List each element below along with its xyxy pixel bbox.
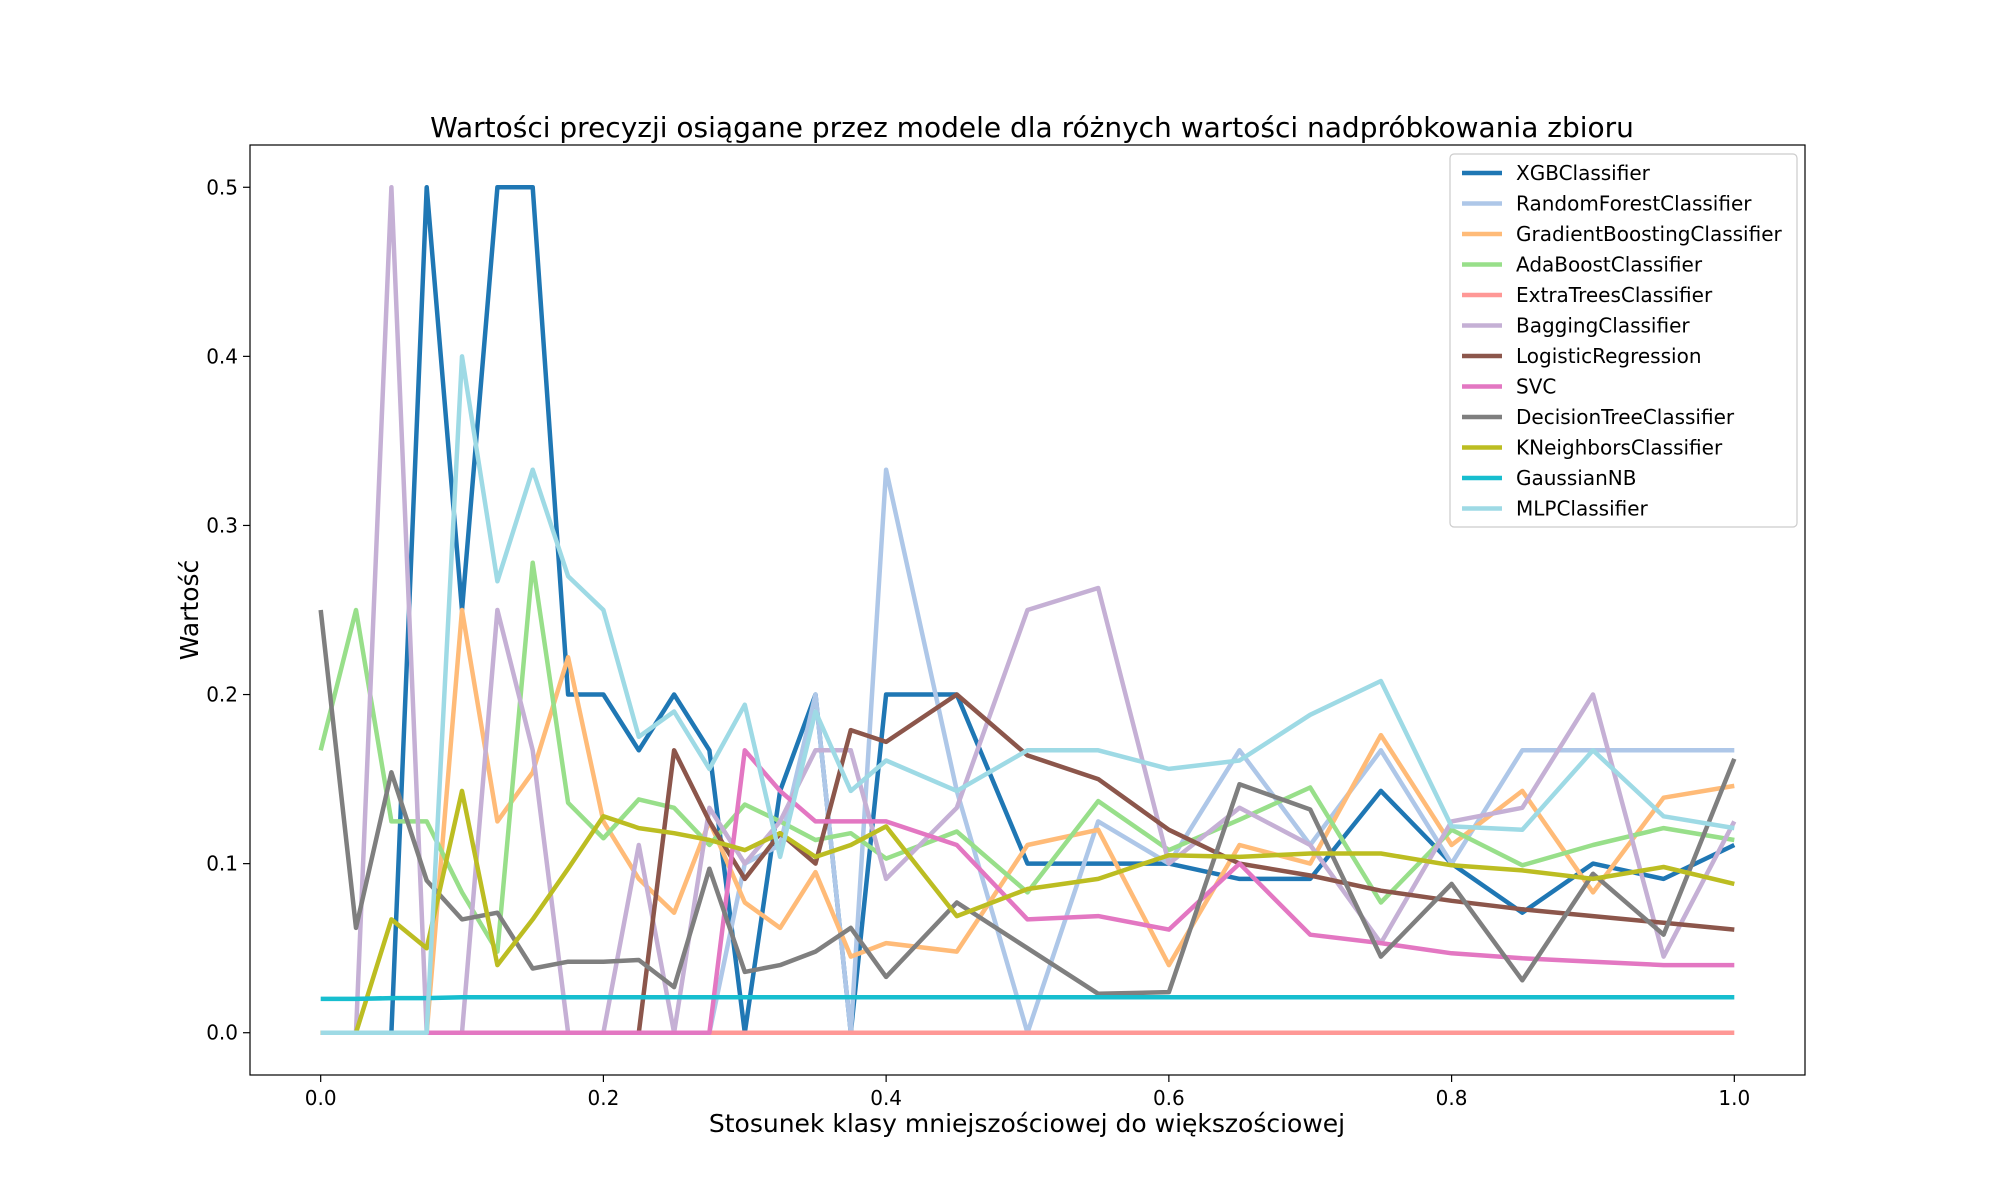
y-tick-label: 0.2 [206,683,238,707]
legend-label: BaggingClassifier [1516,314,1690,338]
y-axis: 0.0 0.1 0.2 0.3 0.4 0.5 [206,175,250,1045]
series-line-gaussiannb [320,994,1735,1002]
legend-entry: GradientBoostingClassifier [1462,222,1783,246]
legend-label: KNeighborsClassifier [1516,436,1723,460]
y-tick-label: 0.4 [206,344,238,368]
legend-label: GaussianNB [1516,466,1636,490]
x-axis: 0.0 0.2 0.4 0.6 0.8 1.0 [305,1075,1750,1110]
legend-label: LogisticRegression [1516,344,1702,368]
x-axis-label: Stosunek klasy mniejszościowej do większ… [709,1109,1345,1138]
legend-entry: BaggingClassifier [1462,314,1690,338]
legend-label: MLPClassifier [1516,497,1649,521]
legend-entry: LogisticRegression [1462,344,1702,368]
legend-label: AdaBoostClassifier [1516,253,1703,277]
series-line-svc [320,748,1735,1035]
legend-entry: XGBClassifier [1462,161,1651,185]
y-tick-label: 0.0 [206,1021,238,1045]
legend-label: GradientBoostingClassifier [1516,222,1783,246]
x-tick-label: 0.2 [588,1086,620,1110]
x-tick-label: 0.8 [1436,1086,1468,1110]
x-tick-label: 0.0 [305,1086,337,1110]
x-tick-label: 0.4 [870,1086,902,1110]
legend-entry: DecisionTreeClassifier [1462,405,1735,429]
legend-entry: KNeighborsClassifier [1462,436,1723,460]
legend-label: ExtraTreesClassifier [1516,283,1713,307]
legend: XGBClassifier RandomForestClassifier Gradi… [1449,153,1798,528]
legend-label: RandomForestClassifier [1516,192,1752,216]
legend-entry: ExtraTreesClassifier [1462,283,1713,307]
x-tick-label: 1.0 [1718,1086,1750,1110]
series-line-baggingclassifier [320,185,1737,1035]
legend-label: XGBClassifier [1516,161,1651,185]
y-tick-label: 0.5 [206,175,238,199]
y-tick-label: 0.3 [206,513,238,537]
legend-label: DecisionTreeClassifier [1516,405,1735,429]
series-line-adaboostclassifier [318,560,1735,954]
series-line-mlpclassifier [320,354,1735,1035]
plot-area [318,185,1737,1035]
legend-label: SVC [1516,375,1556,399]
legend-entry: RandomForestClassifier [1462,192,1752,216]
legend-entry: MLPClassifier [1462,497,1649,521]
legend-entry: GaussianNB [1462,466,1636,490]
x-tick-label: 0.6 [1153,1086,1185,1110]
series-line-kneighborsclassifier [320,788,1735,1035]
legend-box [1449,153,1798,528]
legend-entry: AdaBoostClassifier [1462,253,1703,277]
plot-frame [249,144,1806,1076]
chart-title: Wartości precyzji osiągane przez modele … [430,111,1634,144]
y-tick-label: 0.1 [206,852,238,876]
y-axis-label: Wartość [175,560,204,661]
legend-entry: SVC [1462,375,1556,399]
